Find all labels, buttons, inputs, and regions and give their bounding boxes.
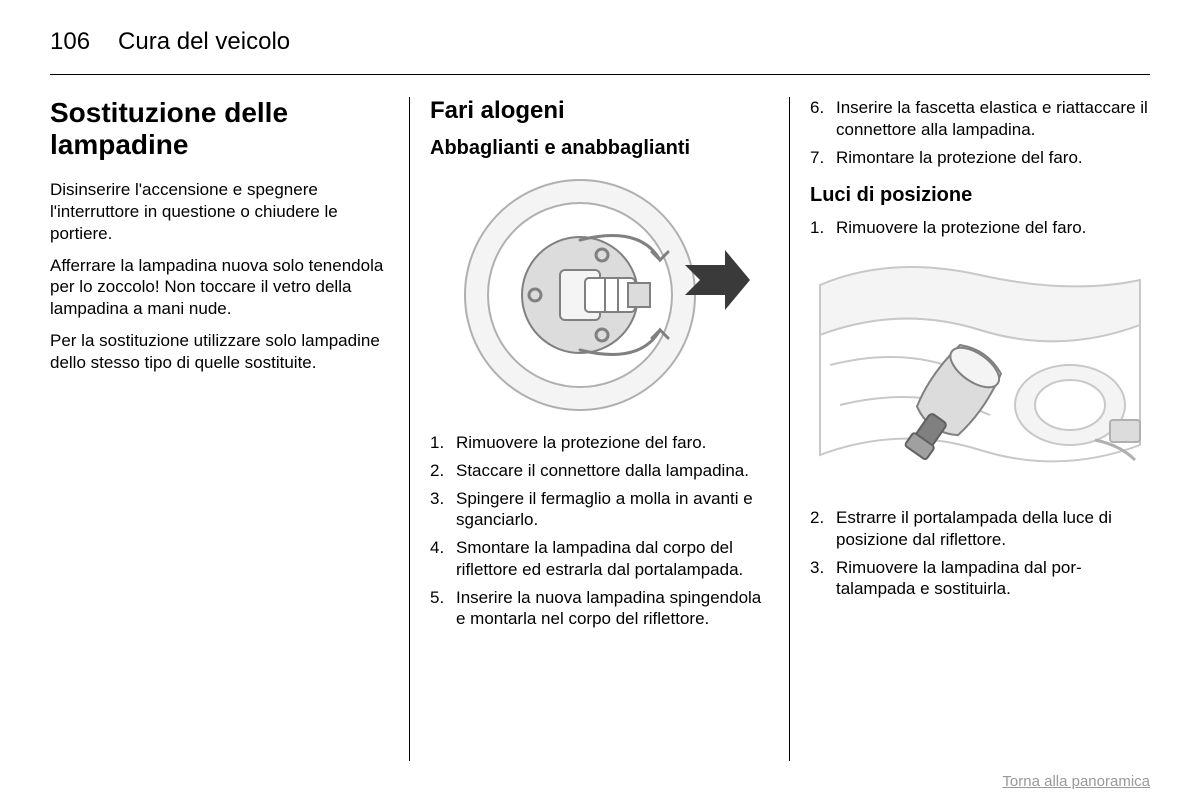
- step-list: Rimuovere la protezione del faro.: [810, 217, 1150, 239]
- step-list: Rimuovere la protezione del faro. Stacca…: [430, 432, 770, 630]
- chapter-title: Cura del veicolo: [118, 28, 290, 56]
- content-columns: Sostituzione delle lampadine Disinserire…: [50, 97, 1150, 781]
- page-number: 106: [50, 28, 90, 56]
- list-item: Estrarre il portalampada della luce di p…: [810, 507, 1150, 551]
- list-item: Inserire la fascetta elastica e riat­tac…: [810, 97, 1150, 141]
- paragraph: Disinserire l'accensione e spegnere l'in…: [50, 179, 390, 244]
- list-item: Inserire la nuova lampadina spin­gendola…: [430, 587, 770, 631]
- headlamp-bulb-illustration: [430, 170, 770, 420]
- subsection-heading: Fari alogeni: [430, 97, 770, 125]
- list-item: Spingere il fermaglio a molla in avanti …: [430, 488, 770, 532]
- column-3: Inserire la fascetta elastica e riat­tac…: [790, 97, 1150, 781]
- list-item: Smontare la lampadina dal corpo del rifl…: [430, 537, 770, 581]
- list-item: Rimuovere la lampadina dal por­talampada…: [810, 557, 1150, 601]
- column-2: Fari alogeni Abbaglianti e anabbaglianti: [410, 97, 790, 781]
- list-item: Staccare il connettore dalla lam­padina.: [430, 460, 770, 482]
- list-item: Rimontare la protezione del faro.: [810, 147, 1150, 169]
- column-1: Sostituzione delle lampadine Disinserire…: [50, 97, 410, 781]
- subsubsection-heading: Luci di posizione: [810, 184, 1150, 207]
- step-list-continued: Estrarre il portalampada della luce di p…: [810, 507, 1150, 600]
- step-list-continued: Inserire la fascetta elastica e riat­tac…: [810, 97, 1150, 168]
- position-light-illustration: [810, 245, 1150, 495]
- page-header: 106 Cura del veicolo: [50, 28, 1150, 75]
- list-item: Rimuovere la protezione del faro.: [810, 217, 1150, 239]
- section-heading: Sostituzione delle lampadine: [50, 97, 390, 161]
- list-item: Rimuovere la protezione del faro.: [430, 432, 770, 454]
- paragraph: Per la sostituzione utilizzare solo lam­…: [50, 330, 390, 374]
- paragraph: Afferrare la lampadina nuova solo te­nen…: [50, 255, 390, 320]
- back-to-overview-link[interactable]: Torna alla panoramica: [1002, 773, 1150, 790]
- subsubsection-heading: Abbaglianti e anabbaglianti: [430, 137, 770, 160]
- manual-page: 106 Cura del veicolo Sostituzione delle …: [0, 0, 1200, 802]
